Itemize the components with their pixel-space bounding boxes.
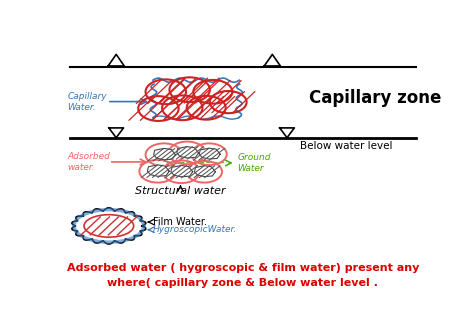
Text: HygroscopicWater.: HygroscopicWater. [153, 225, 237, 234]
Polygon shape [171, 165, 192, 177]
Text: Adsorbed
water.: Adsorbed water. [67, 152, 110, 172]
Polygon shape [154, 148, 175, 160]
Polygon shape [194, 166, 215, 177]
Text: Film Water.: Film Water. [153, 217, 207, 227]
Text: Below water level: Below water level [300, 141, 392, 151]
Text: Capillary
Water.: Capillary Water. [67, 92, 107, 112]
Text: Structural water: Structural water [135, 186, 226, 196]
Polygon shape [147, 165, 169, 176]
Polygon shape [199, 148, 220, 159]
Text: Ground
Water: Ground Water [237, 153, 271, 173]
Text: Capillary zone: Capillary zone [309, 89, 441, 107]
Text: where( capillary zone & Below water level .: where( capillary zone & Below water leve… [108, 278, 378, 288]
Ellipse shape [84, 215, 134, 237]
Polygon shape [177, 147, 199, 158]
Text: Adsorbed water ( hygroscopic & film water) present any: Adsorbed water ( hygroscopic & film wate… [67, 264, 419, 273]
